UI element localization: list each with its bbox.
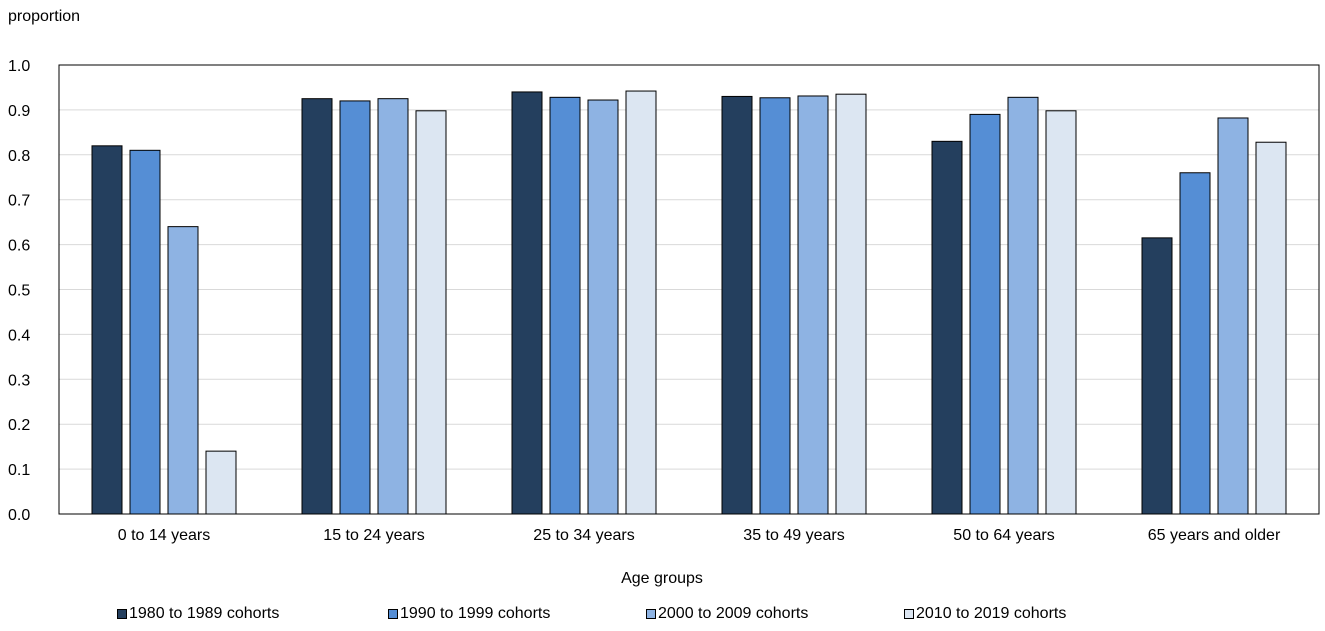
bar — [835, 93, 867, 515]
bar — [339, 100, 371, 515]
legend-swatch — [646, 609, 656, 619]
bar — [415, 110, 447, 515]
bar — [301, 98, 333, 515]
legend-item: 2010 to 2019 cohorts — [904, 605, 1066, 623]
y-tick-label: 0.3 — [8, 372, 30, 389]
bar — [1045, 110, 1077, 515]
bar — [721, 95, 753, 515]
y-tick-label: 0.9 — [8, 103, 30, 120]
y-tick-label: 0.6 — [8, 238, 30, 255]
x-tick-label: 0 to 14 years — [118, 527, 211, 544]
legend-swatch — [117, 609, 127, 619]
gridlines — [59, 109, 1319, 470]
bar — [205, 450, 237, 515]
y-tick-label: 0.5 — [8, 283, 30, 300]
legend-label: 1980 to 1989 cohorts — [129, 605, 280, 622]
bar — [587, 99, 619, 515]
bar — [1255, 141, 1287, 515]
y-tick-labels: 0.0 0.1 0.2 0.3 0.4 0.5 0.6 0.7 0.8 0.9 1.0 — [8, 58, 30, 524]
bar — [377, 98, 409, 515]
legend: 1980 to 1989 cohorts 1990 to 1999 cohorts… — [0, 605, 1325, 627]
bar — [129, 149, 161, 515]
legend-item: 1980 to 1989 cohorts — [117, 605, 279, 623]
y-tick-label: 0.2 — [8, 417, 30, 434]
y-tick-label: 0.8 — [8, 148, 30, 165]
plot-area-border — [58, 64, 1320, 515]
bar — [1007, 96, 1039, 515]
bar-chart: proportion 0.00.10.20.30.40.50.60.70.80.… — [8, 8, 1320, 587]
bar — [549, 96, 581, 515]
bar — [511, 91, 543, 515]
legend-item: 1990 to 1999 cohorts — [388, 605, 550, 623]
bar — [1217, 117, 1249, 515]
legend-label: 2000 to 2009 cohorts — [658, 605, 809, 622]
x-tick-label: 50 to 64 years — [953, 527, 1054, 544]
legend-item: 2000 to 2009 cohorts — [646, 605, 808, 623]
legend-label: 1990 to 1999 cohorts — [400, 605, 551, 622]
legend-label: 2010 to 2019 cohorts — [916, 605, 1067, 622]
bar — [931, 140, 963, 515]
x-tick-label: 15 to 24 years — [323, 527, 424, 544]
bar — [759, 97, 791, 515]
y-tick-label: 0.1 — [8, 462, 30, 479]
y-tick-label: 0.0 — [8, 507, 30, 524]
legend-swatch — [904, 609, 914, 619]
x-tick-label: 35 to 49 years — [743, 527, 844, 544]
bars — [91, 90, 1287, 515]
bar — [1179, 172, 1211, 515]
x-axis-title: Age groups — [621, 570, 703, 587]
bar — [797, 95, 829, 515]
bar — [1141, 237, 1173, 515]
y-tick-label: 0.7 — [8, 193, 30, 210]
bar — [167, 226, 199, 515]
bar — [625, 90, 657, 515]
x-tick-label: 65 years and older — [1148, 527, 1281, 544]
bar — [969, 113, 1001, 515]
bar — [91, 145, 123, 515]
legend-swatch — [388, 609, 398, 619]
y-axis-title: proportion — [8, 8, 80, 25]
y-tick-label: 0.4 — [8, 327, 30, 344]
y-tick-label: 1.0 — [8, 58, 30, 75]
x-tick-labels: 0 to 14 years 15 to 24 years 25 to 34 year… — [118, 527, 1281, 544]
x-tick-label: 25 to 34 years — [533, 527, 634, 544]
